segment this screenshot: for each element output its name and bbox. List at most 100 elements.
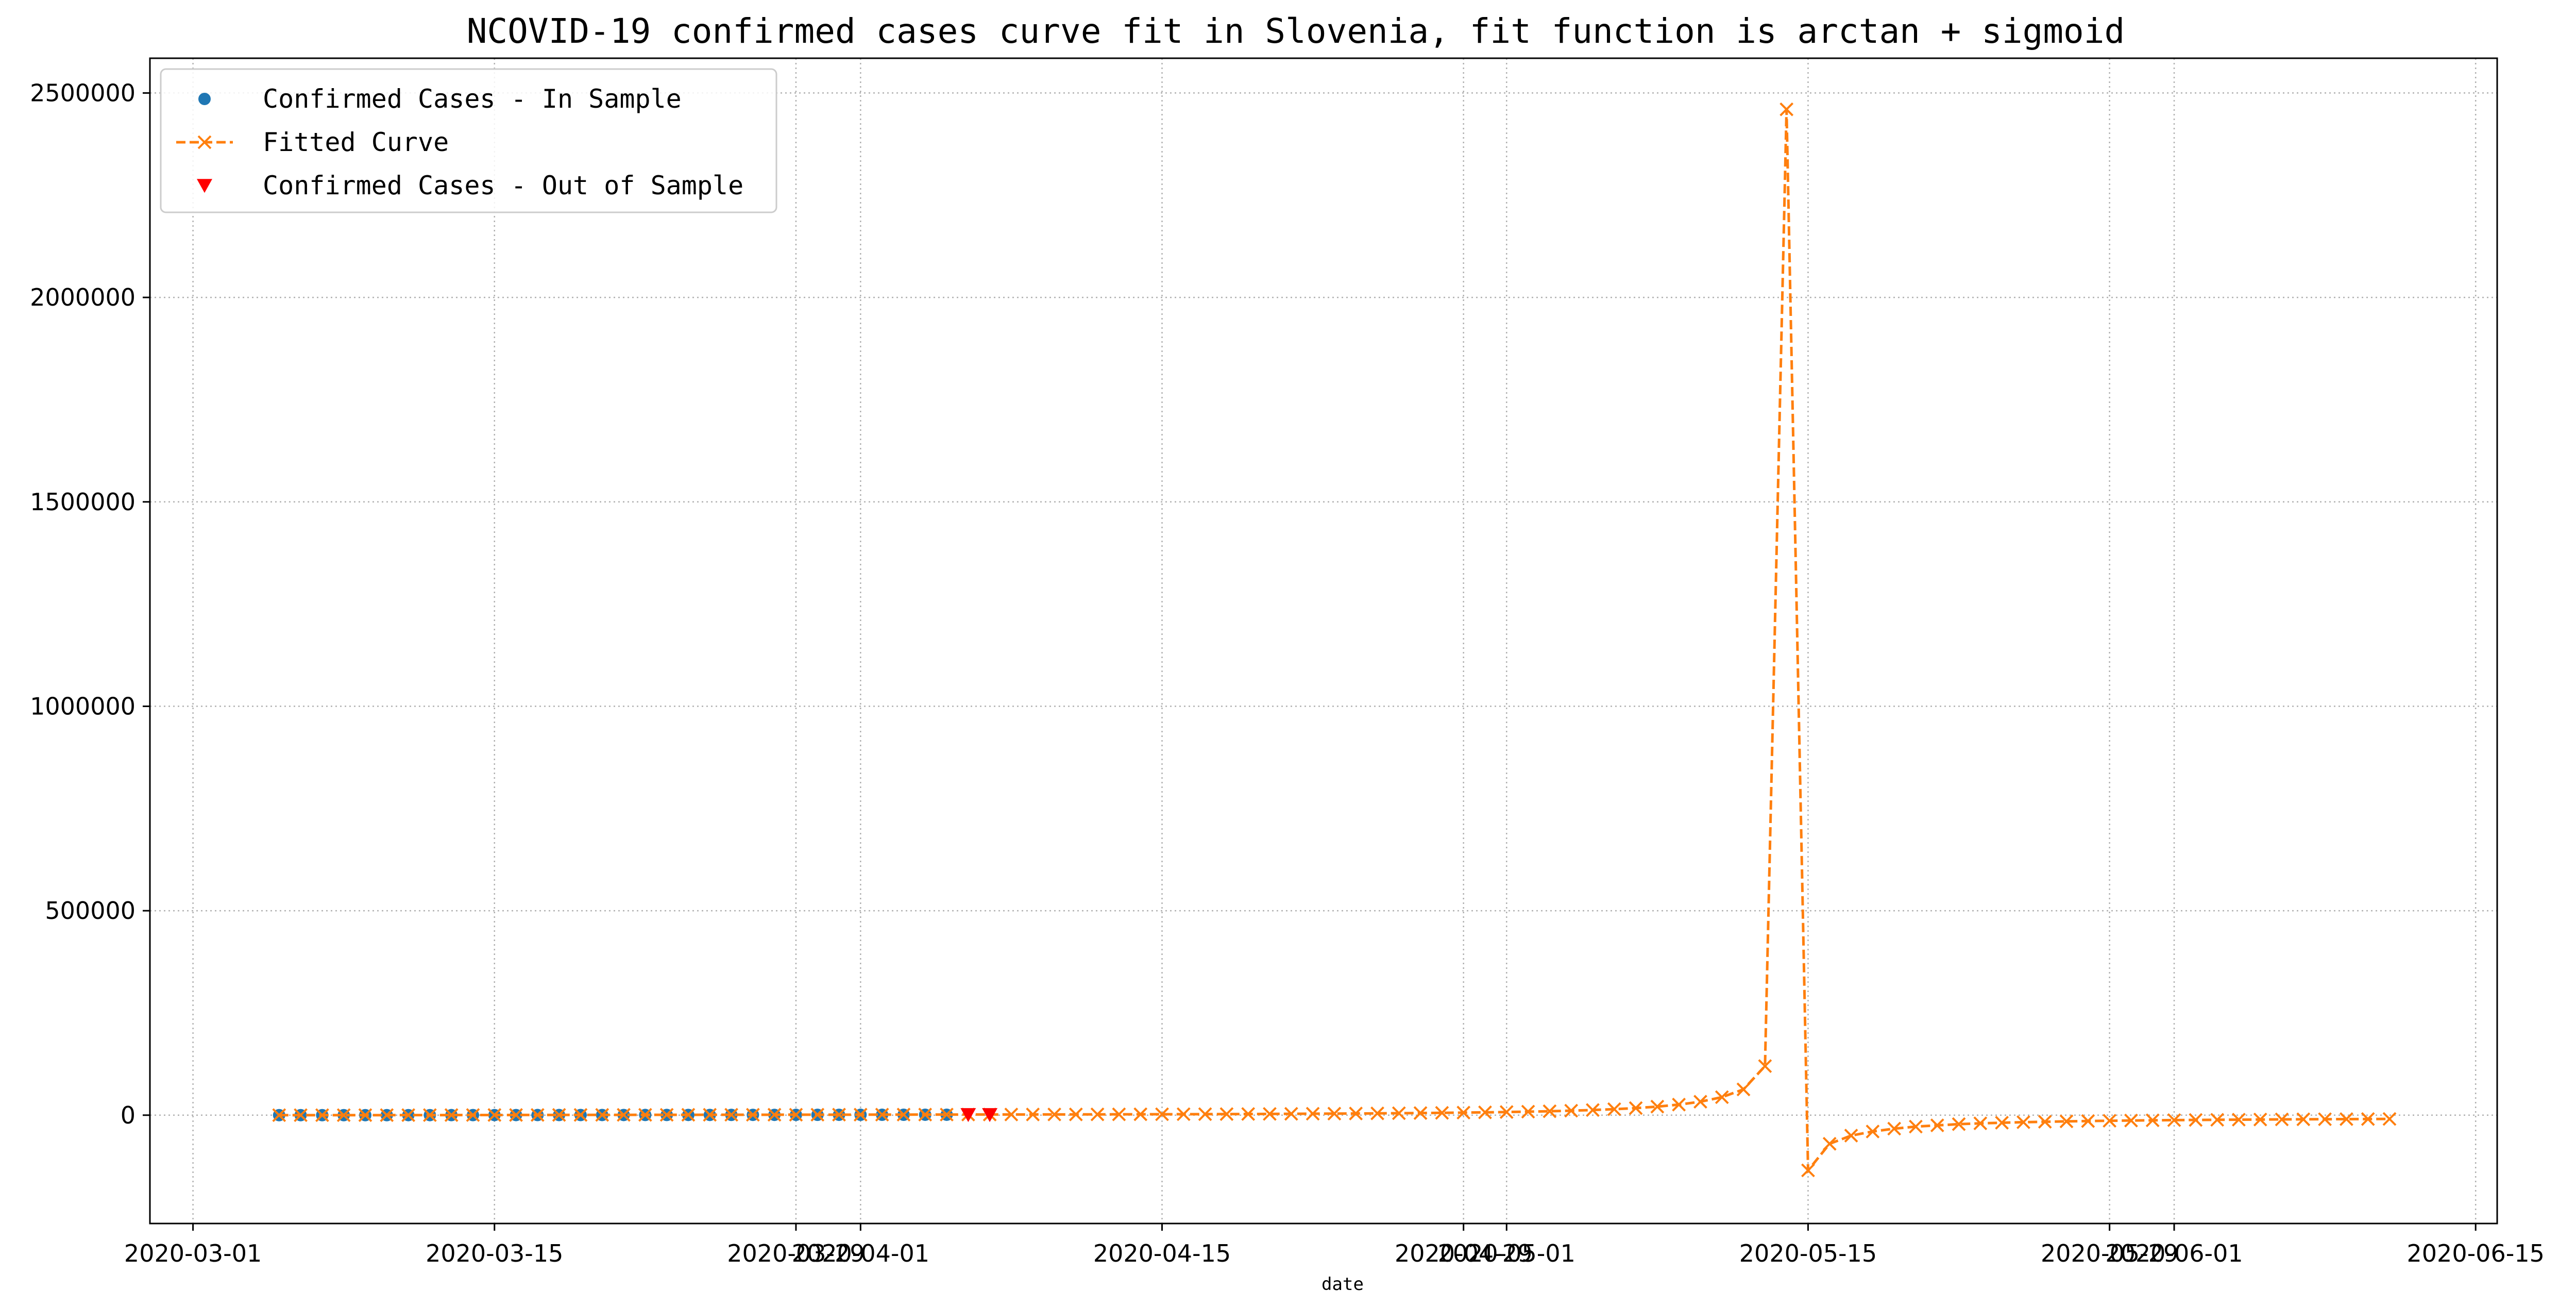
fitted-curve-point bbox=[1715, 1090, 1729, 1104]
fitted-curve-point-stroke bbox=[1521, 1104, 1535, 1119]
legend-item: Confirmed Cases - Out of Sample bbox=[197, 171, 743, 200]
fitted-curve-point bbox=[2103, 1114, 2117, 1128]
fitted-curve-point-stroke bbox=[401, 1108, 415, 1122]
fitted-curve-line bbox=[279, 109, 2390, 1174]
fitted-curve-point-stroke bbox=[358, 1108, 372, 1122]
fitted-curve-point bbox=[2339, 1112, 2353, 1126]
fitted-curve-point bbox=[896, 1108, 911, 1122]
fitted-curve-point-stroke bbox=[2210, 1113, 2225, 1127]
fitted-curve-point-stroke bbox=[1155, 1107, 1169, 1121]
fitted-curve-point bbox=[1176, 1107, 1191, 1121]
fitted-curve-point bbox=[1263, 1107, 1277, 1121]
fitted-curve-point-stroke bbox=[1607, 1102, 1621, 1116]
fitted-curve-point bbox=[1413, 1106, 1428, 1120]
fitted-curve-point bbox=[1219, 1107, 1234, 1121]
legend-label: Fitted Curve bbox=[263, 127, 449, 157]
fitted-curve-point-stroke bbox=[2318, 1112, 2332, 1127]
fitted-curve-point bbox=[1521, 1104, 1535, 1119]
fitted-curve-point-stroke bbox=[853, 1108, 868, 1122]
fitted-curve-point-stroke bbox=[1629, 1101, 1643, 1115]
fitted-curve-point-stroke bbox=[1263, 1107, 1277, 1121]
fitted-curve-point bbox=[1069, 1107, 1083, 1121]
fitted-curve-point-stroke bbox=[1780, 102, 1794, 116]
fitted-curve-point-stroke bbox=[2081, 1114, 2095, 1128]
fitted-curve-point-stroke bbox=[1822, 1136, 1837, 1151]
fitted-curve-point-stroke bbox=[422, 1108, 437, 1122]
fitted-curve-point bbox=[1607, 1102, 1621, 1116]
legend-box bbox=[160, 68, 777, 213]
fitted-curve-point bbox=[745, 1108, 760, 1122]
fitted-curve-point-stroke bbox=[2059, 1114, 2074, 1129]
fitted-curve-point bbox=[2296, 1112, 2311, 1127]
fitted-curve-point-stroke bbox=[1198, 1107, 1212, 1121]
fitted-curve-point bbox=[1112, 1107, 1126, 1121]
fitted-curve-point bbox=[1435, 1105, 1449, 1120]
fitted-curve-point-stroke bbox=[552, 1108, 566, 1122]
fitted-curve-point-stroke bbox=[703, 1108, 717, 1122]
chart-title: NCOVID-19 confirmed cases curve fit in S… bbox=[467, 11, 2125, 51]
fitted-curve-point bbox=[853, 1108, 868, 1122]
fitted-curve-point bbox=[1564, 1103, 1579, 1118]
fitted-curve-point bbox=[2016, 1115, 2030, 1129]
x-tick-label: 2020-06-01 bbox=[2105, 1239, 2243, 1267]
fitted-curve-point bbox=[1047, 1107, 1061, 1121]
fitted-curve-point-stroke bbox=[2339, 1112, 2353, 1126]
fitted-curve-point bbox=[2167, 1113, 2181, 1127]
fitted-curve-point bbox=[703, 1108, 717, 1122]
fitted-curve-point-stroke bbox=[1564, 1103, 1579, 1118]
fitted-curve-point-stroke bbox=[1801, 1163, 1815, 1178]
fitted-curve-point bbox=[1133, 1107, 1148, 1121]
y-tick-label: 2500000 bbox=[30, 79, 135, 107]
fitted-curve-point-stroke bbox=[681, 1108, 696, 1122]
fitted-curve-point bbox=[1629, 1101, 1643, 1115]
fitted-curve-point bbox=[1736, 1082, 1751, 1097]
fitted-curve-point bbox=[1995, 1116, 2009, 1130]
fitted-curve-point bbox=[530, 1108, 545, 1122]
fitted-curve-point-stroke bbox=[466, 1108, 480, 1122]
fitted-curve-point-stroke bbox=[1069, 1107, 1083, 1121]
out-of-sample-point bbox=[982, 1108, 998, 1122]
legend-item: Confirmed Cases - In Sample bbox=[198, 84, 682, 114]
legend-marker-stroke bbox=[197, 135, 212, 149]
fitted-curve-point bbox=[1866, 1125, 1880, 1138]
fitted-curve-point bbox=[552, 1108, 566, 1122]
fitted-curve-point-stroke bbox=[1844, 1129, 1858, 1143]
fitted-curve-point-stroke bbox=[2361, 1112, 2375, 1126]
y-tick-label: 1500000 bbox=[30, 488, 135, 516]
fitted-curve-point bbox=[724, 1108, 738, 1122]
fitted-curve-point bbox=[1090, 1107, 1105, 1121]
fitted-curve-point bbox=[681, 1108, 696, 1122]
fitted-curve-point-stroke bbox=[1327, 1107, 1342, 1121]
legend: Confirmed Cases - In Sample Fitted Curve C… bbox=[160, 68, 777, 213]
fitted-curve-point-stroke bbox=[1995, 1116, 2009, 1130]
fitted-curve-point-stroke bbox=[2103, 1114, 2117, 1128]
fitted-curve-point-stroke bbox=[1586, 1103, 1600, 1117]
fitted-curve-point bbox=[2189, 1113, 2203, 1127]
x-tick-label: 2020-03-15 bbox=[426, 1239, 563, 1267]
fitted-curve-point bbox=[767, 1108, 782, 1122]
fitted-curve-point-stroke bbox=[573, 1108, 588, 1122]
fitted-curve-point bbox=[832, 1108, 846, 1122]
fitted-curve-point-stroke bbox=[1543, 1104, 1557, 1118]
fitted-curve-point-stroke bbox=[1090, 1107, 1105, 1121]
fitted-curve-point-stroke bbox=[1930, 1118, 1944, 1133]
fitted-curve-point-stroke bbox=[1133, 1107, 1148, 1121]
fitted-curve-point bbox=[918, 1108, 933, 1122]
fitted-curve-point-stroke bbox=[896, 1108, 911, 1122]
fitted-curve-point-stroke bbox=[2016, 1115, 2030, 1129]
fitted-curve-point bbox=[1543, 1104, 1557, 1118]
fitted-curve-point bbox=[2081, 1114, 2095, 1128]
fitted-curve-point bbox=[789, 1108, 803, 1122]
fitted-curve-point-stroke bbox=[1736, 1082, 1751, 1097]
fitted-curve-point-stroke bbox=[745, 1108, 760, 1122]
x-tick-label: 2020-06-15 bbox=[2407, 1239, 2545, 1267]
fitted-curve-point-stroke bbox=[1952, 1117, 1966, 1131]
plot-data bbox=[272, 102, 2397, 1178]
fitted-curve-point-stroke bbox=[1219, 1107, 1234, 1121]
fitted-curve-point-stroke bbox=[1284, 1107, 1298, 1121]
fitted-curve-point bbox=[1930, 1118, 1944, 1133]
y-tick-label: 0 bbox=[121, 1101, 135, 1129]
fitted-curve-point-stroke bbox=[1306, 1107, 1320, 1121]
fitted-curve-point-stroke bbox=[1758, 1059, 1772, 1073]
